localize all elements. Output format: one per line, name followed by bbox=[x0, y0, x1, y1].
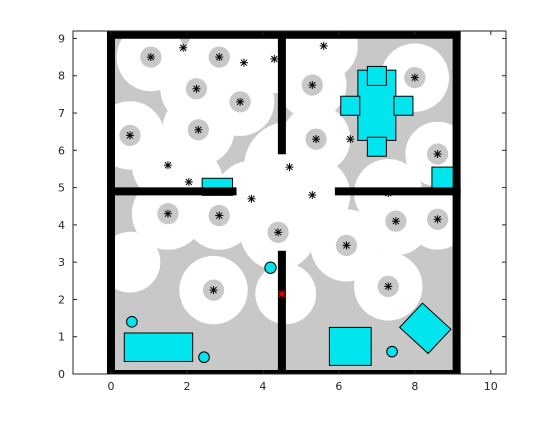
y-tick-label: 3 bbox=[58, 256, 65, 269]
landmark-stroke bbox=[126, 132, 134, 139]
y-tick-label: 1 bbox=[58, 331, 65, 344]
landmark-stroke bbox=[193, 85, 200, 93]
landmark-marker bbox=[391, 217, 400, 226]
robot-stroke bbox=[278, 290, 286, 298]
obstacle-rect bbox=[340, 95, 361, 116]
y-tick-label: 4 bbox=[58, 219, 65, 232]
landmark-marker bbox=[215, 211, 224, 220]
obstacle-rect bbox=[366, 65, 387, 86]
landmark-marker bbox=[342, 241, 351, 250]
landmark-stroke bbox=[392, 217, 400, 225]
landmark-marker bbox=[209, 286, 218, 295]
obstacle-rect bbox=[366, 136, 387, 157]
y-tick-label: 8 bbox=[58, 70, 65, 83]
landmark-marker bbox=[146, 53, 155, 62]
landmark-stroke bbox=[240, 59, 248, 67]
x-tick-label: 4 bbox=[259, 380, 266, 393]
landmark-marker bbox=[125, 131, 134, 140]
robot-position-marker bbox=[277, 289, 286, 298]
landmark-marker bbox=[433, 150, 442, 159]
y-tick-label: 5 bbox=[58, 182, 65, 195]
landmark-marker bbox=[247, 194, 256, 203]
landmark-marker bbox=[308, 191, 317, 200]
landmark-stroke bbox=[384, 283, 392, 290]
landmark-stroke bbox=[185, 178, 193, 186]
landmark-stroke bbox=[236, 98, 244, 106]
landmark-stroke bbox=[164, 161, 172, 169]
landmark-stroke bbox=[179, 44, 187, 52]
landmark-marker bbox=[270, 54, 279, 63]
x-tick-label: 0 bbox=[107, 380, 114, 393]
x-axis-ticks: 0 2 4 6 8 10 bbox=[107, 31, 498, 393]
landmark-stroke bbox=[343, 242, 350, 249]
landmark-marker bbox=[346, 135, 355, 144]
obstacle-circle bbox=[126, 315, 138, 328]
landmark-stroke bbox=[411, 74, 419, 81]
landmark-marker bbox=[179, 43, 188, 52]
y-tick-label: 0 bbox=[58, 368, 65, 381]
landmark-marker bbox=[184, 177, 193, 186]
landmark-marker bbox=[312, 135, 321, 144]
landmark-marker bbox=[163, 209, 172, 218]
y-tick-label: 2 bbox=[58, 293, 65, 306]
landmark-stroke bbox=[312, 135, 320, 143]
axes-frame bbox=[72, 30, 507, 375]
landmark-marker bbox=[239, 58, 248, 67]
landmark-stroke bbox=[147, 53, 155, 61]
landmark-marker bbox=[433, 215, 442, 224]
landmark-stroke bbox=[210, 286, 217, 294]
landmark-stroke bbox=[384, 189, 392, 197]
landmark-stroke bbox=[434, 215, 441, 223]
obstacle-polygon bbox=[398, 302, 452, 355]
obstacle-circle bbox=[198, 351, 210, 364]
landmark-stroke bbox=[346, 135, 354, 143]
obstacle-circle bbox=[264, 261, 277, 274]
landmark-marker bbox=[308, 81, 317, 90]
obstacle-rect bbox=[393, 95, 414, 116]
x-tick-label: 6 bbox=[335, 380, 342, 393]
landmark-marker bbox=[410, 73, 419, 82]
x-tick-label: 2 bbox=[183, 380, 190, 393]
landmark-stroke bbox=[248, 195, 255, 203]
x-tick-label: 8 bbox=[411, 380, 418, 393]
landmark-stroke bbox=[434, 150, 441, 158]
obstacle-circle bbox=[386, 345, 398, 358]
landmark-marker bbox=[163, 161, 172, 170]
landmark-marker bbox=[285, 163, 294, 172]
landmark-stroke bbox=[320, 42, 328, 50]
landmark-marker bbox=[236, 97, 245, 106]
landmark-stroke bbox=[274, 228, 282, 236]
landmark-stroke bbox=[286, 163, 293, 171]
landmark-stroke bbox=[270, 55, 278, 63]
landmark-layer bbox=[125, 41, 442, 295]
y-axis-ticks: 0 1 2 3 4 5 6 7 8 9 bbox=[58, 32, 506, 381]
obstacle-rect bbox=[328, 326, 372, 366]
wall-layer bbox=[106, 31, 461, 374]
landmark-stroke bbox=[215, 53, 223, 61]
landmark-marker bbox=[384, 282, 393, 291]
y-tick-label: 7 bbox=[58, 107, 65, 120]
y-tick-label: 9 bbox=[58, 32, 65, 45]
landmark-stroke bbox=[194, 126, 202, 134]
landmark-stroke bbox=[308, 191, 316, 199]
landmark-stroke bbox=[215, 212, 223, 219]
landmark-marker bbox=[274, 228, 283, 237]
landmark-marker bbox=[319, 41, 328, 50]
landmark-marker bbox=[194, 125, 203, 134]
landmark-stroke bbox=[308, 81, 316, 89]
landmark-marker bbox=[215, 53, 224, 62]
robot-layer bbox=[277, 289, 286, 298]
y-tick-label: 6 bbox=[58, 144, 65, 157]
x-tick-label: 10 bbox=[484, 380, 498, 393]
landmark-stroke bbox=[164, 210, 172, 218]
obstacle-rect bbox=[123, 332, 194, 362]
landmark-marker bbox=[192, 84, 201, 93]
landmark-marker bbox=[384, 189, 393, 198]
